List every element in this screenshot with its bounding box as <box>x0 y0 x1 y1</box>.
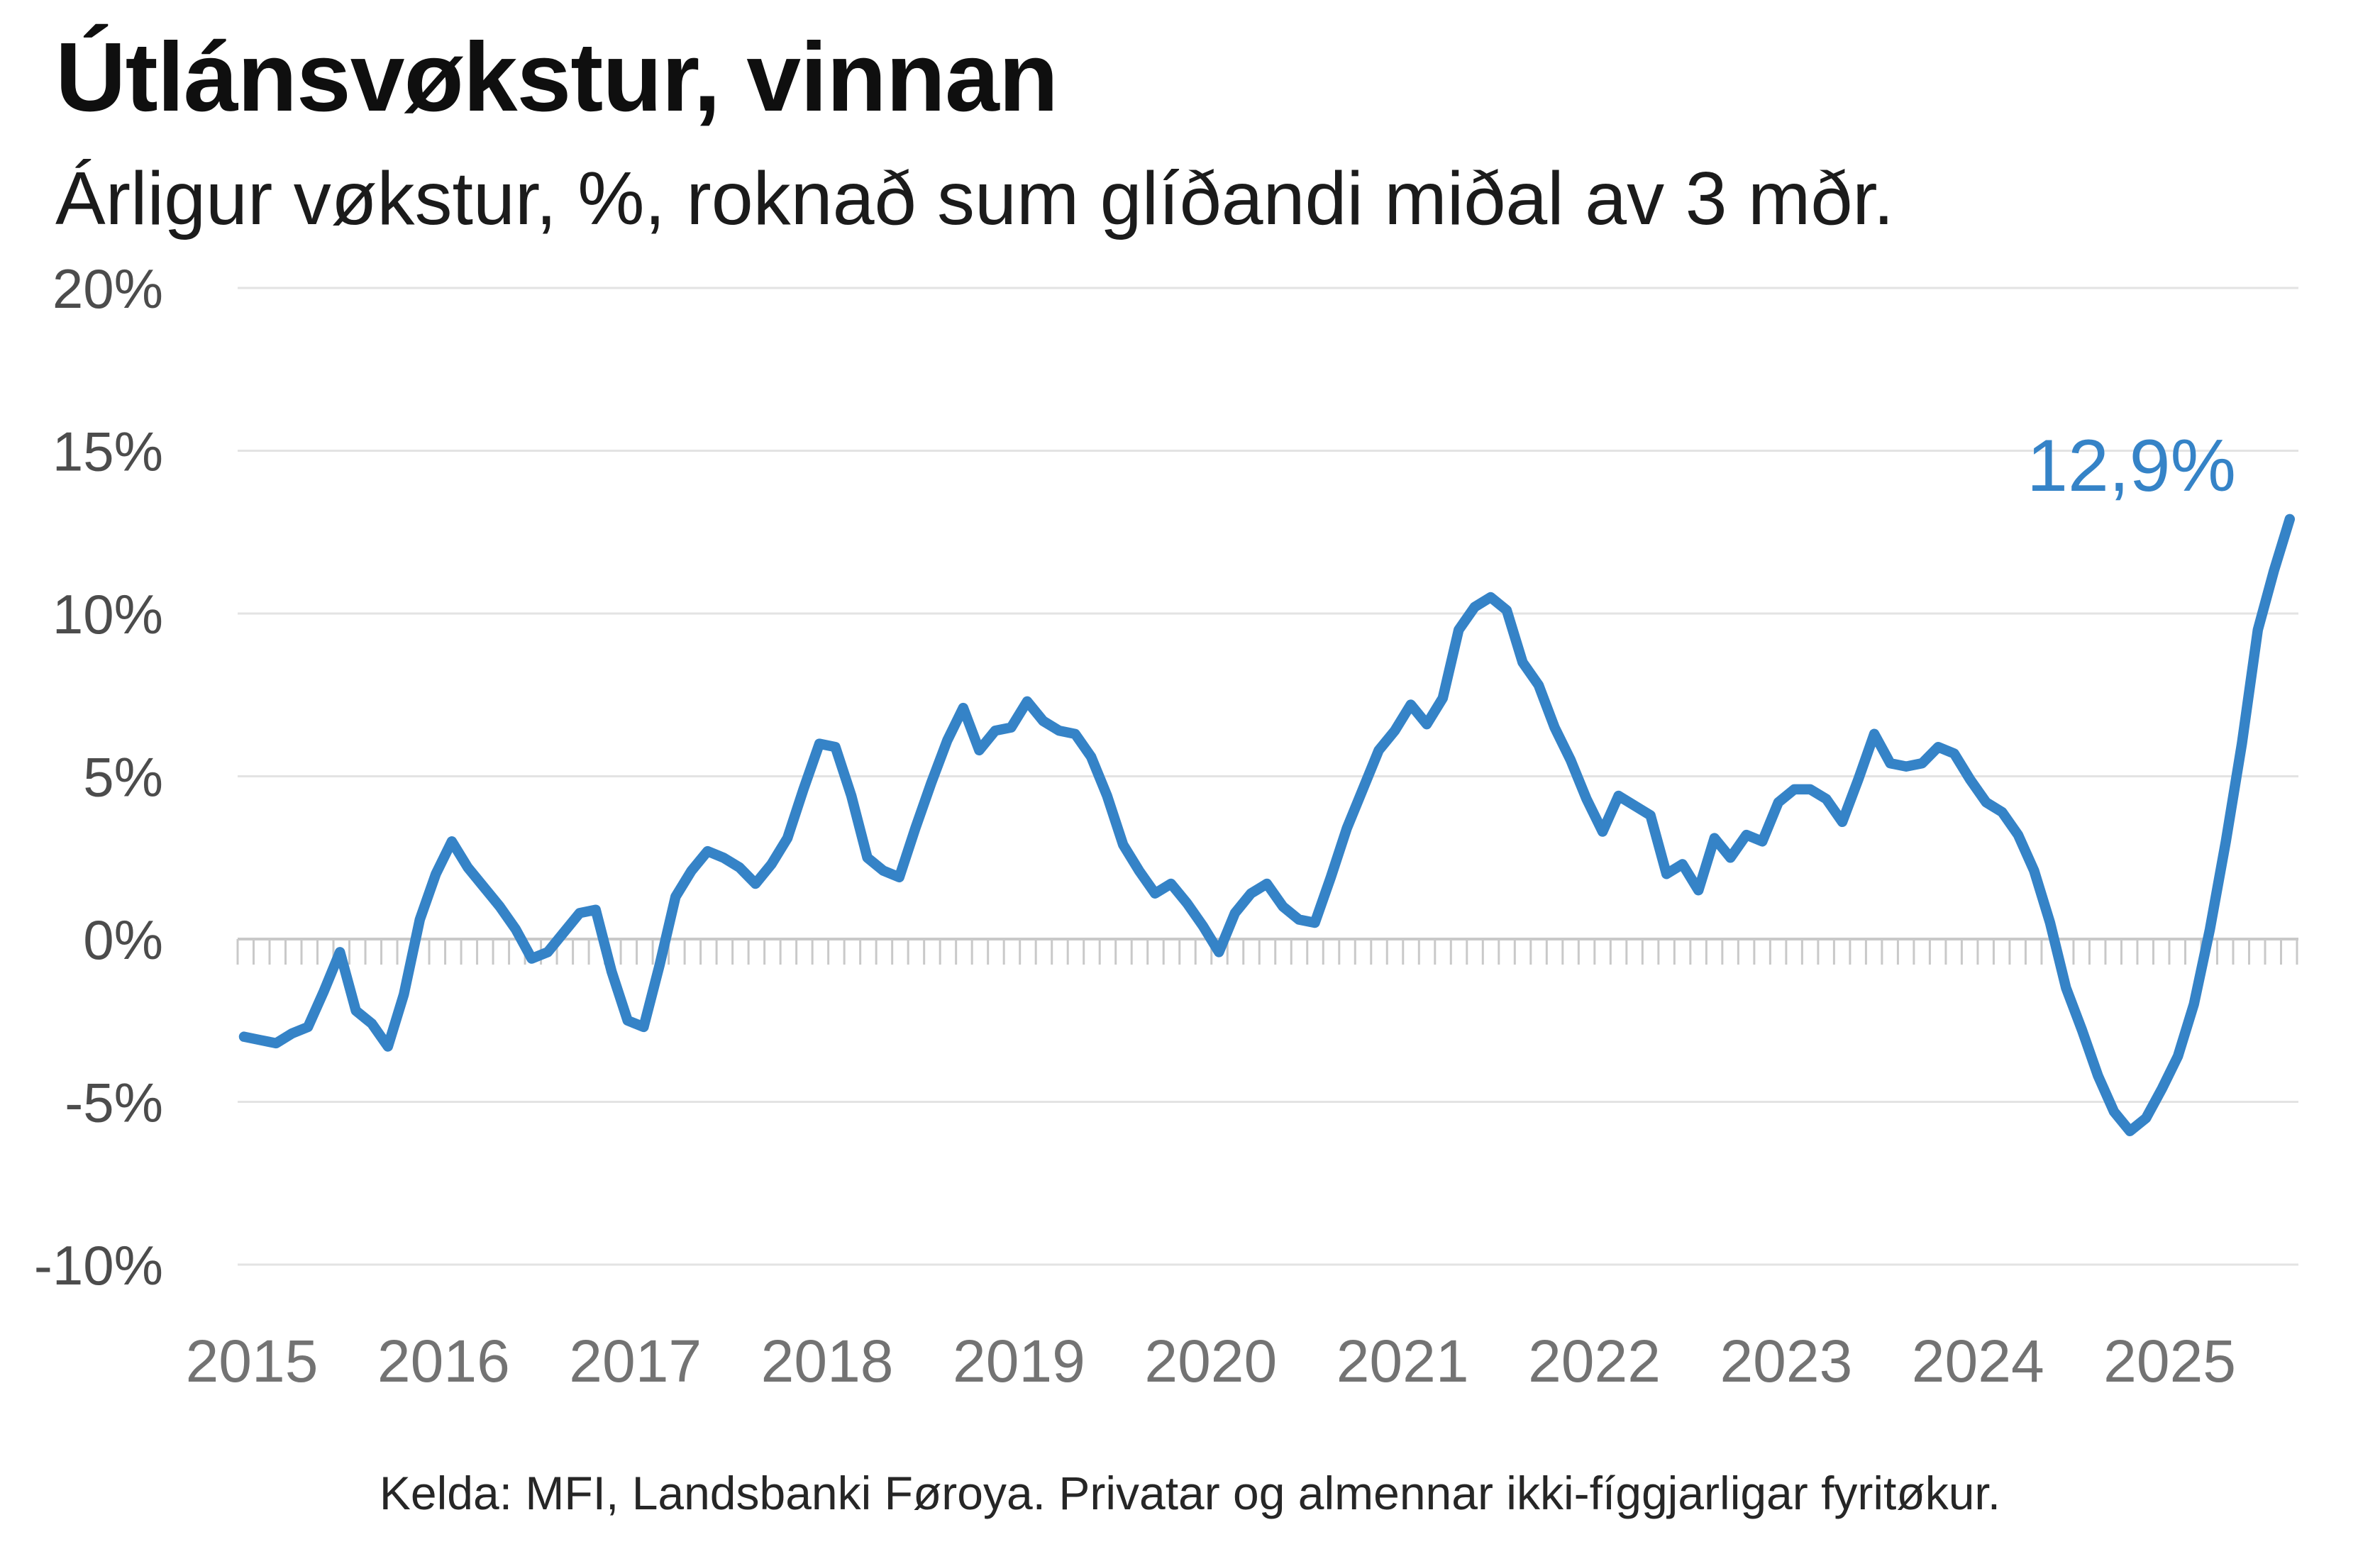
chart-subtitle: Árligur vøkstur, %, roknað sum glíðandi … <box>55 157 1895 240</box>
data-line <box>238 514 2296 1137</box>
y-axis-label-15: 15% <box>52 421 163 483</box>
y-axis-label-0: 0% <box>83 909 163 971</box>
gridlines <box>238 287 2298 1266</box>
source-note: Kelda: MFI, Landsbanki Føroya. Privatar … <box>379 1467 2001 1519</box>
chart-title: Útlánsvøkstur, vinnan <box>55 23 1058 132</box>
y-axis-label-10: 10% <box>52 583 163 645</box>
zero-axis <box>236 938 2298 965</box>
x-axis-label-2016: 2016 <box>377 1328 510 1394</box>
x-axis-label-2023: 2023 <box>1720 1328 1852 1394</box>
y-axis-label--10: -10% <box>34 1234 163 1297</box>
x-axis-label-2015: 2015 <box>186 1328 319 1394</box>
x-axis-label-2018: 2018 <box>761 1328 894 1394</box>
x-axis-label-2017: 2017 <box>569 1328 702 1394</box>
x-axis-label-2024: 2024 <box>1912 1328 2044 1394</box>
x-axis-label-2021: 2021 <box>1336 1328 1469 1394</box>
end-value-label: 12,9% <box>2027 425 2236 507</box>
x-axis-label-2022: 2022 <box>1528 1328 1661 1394</box>
y-axis-labels: 20% 15% 10% 5% 0% -5% -10% <box>34 257 163 1297</box>
x-axis-label-2020: 2020 <box>1144 1328 1277 1394</box>
x-axis-label-2019: 2019 <box>953 1328 1085 1394</box>
y-axis-label-5: 5% <box>83 746 163 809</box>
y-axis-label-20: 20% <box>52 257 163 320</box>
x-axis-labels: 2015 2016 2017 2018 2019 2020 2021 2022 2023 2024… <box>186 1328 2236 1394</box>
x-axis-label-2025: 2025 <box>2103 1328 2236 1394</box>
y-axis-label--5: -5% <box>65 1072 163 1134</box>
